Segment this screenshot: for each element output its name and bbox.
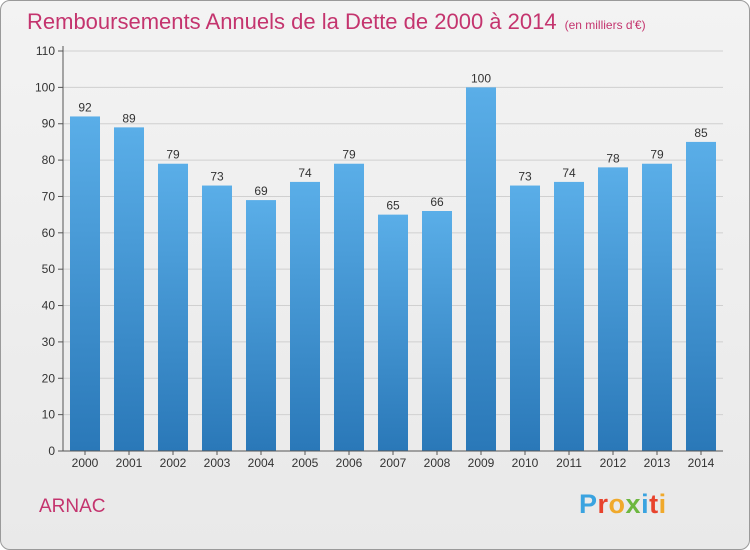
logo-letter: P (579, 489, 598, 519)
x-tick-label: 2003 (204, 456, 231, 470)
commune-name: ARNAC (39, 496, 106, 517)
bar-value-label: 69 (254, 184, 268, 198)
x-tick-label: 2009 (468, 456, 495, 470)
x-tick-label: 2011 (556, 456, 582, 470)
logo-letter: x (625, 489, 642, 519)
bar (554, 181, 584, 451)
bar (70, 116, 100, 452)
logo-letter: r (597, 489, 609, 519)
bar (510, 185, 540, 451)
bar-value-label: 79 (342, 148, 356, 162)
bar-value-label: 92 (78, 100, 92, 114)
y-tick-label: 90 (42, 117, 56, 131)
bar-value-label: 73 (518, 170, 532, 184)
y-tick-label: 70 (42, 189, 56, 203)
bar (422, 211, 452, 451)
y-tick-label: 80 (42, 153, 56, 167)
x-tick-label: 2010 (512, 456, 539, 470)
y-tick-label: 30 (42, 335, 56, 349)
bar (114, 127, 144, 451)
x-tick-label: 2013 (644, 456, 671, 470)
bar (686, 141, 716, 451)
x-tick-label: 2002 (160, 456, 187, 470)
y-tick-label: 0 (48, 444, 55, 458)
logo-letter: i (641, 489, 650, 519)
bar (334, 163, 364, 451)
x-tick-label: 2004 (248, 456, 275, 470)
unit-note: (en milliers d'€) (564, 18, 646, 32)
x-tick-label: 2001 (116, 456, 143, 470)
x-tick-label: 2008 (424, 456, 451, 470)
bar (246, 200, 276, 451)
x-tick-label: 2012 (600, 456, 627, 470)
x-tick-label: 2000 (72, 456, 99, 470)
y-tick-label: 110 (36, 44, 55, 58)
bar-value-label: 78 (606, 151, 620, 165)
bar (158, 163, 188, 451)
logo-letter: o (608, 489, 626, 519)
bar-value-label: 66 (430, 195, 444, 209)
bar-value-label: 65 (386, 199, 400, 213)
chart-title: Remboursements Annuels de la Dette de 20… (27, 9, 646, 35)
y-tick-label: 20 (42, 371, 56, 385)
axes (58, 46, 723, 455)
bar-value-label: 79 (650, 148, 664, 162)
bar-value-label: 74 (562, 166, 576, 180)
bar-value-label: 73 (210, 170, 224, 184)
y-tick-label: 60 (42, 226, 56, 240)
bar (202, 185, 232, 451)
bar-value-label: 100 (471, 71, 491, 85)
bar (290, 181, 320, 451)
bar (642, 163, 672, 451)
y-tick-label: 10 (42, 408, 56, 422)
bar-value-label: 79 (166, 148, 180, 162)
y-tick-label: 40 (42, 299, 56, 313)
chart-title-text: Remboursements Annuels de la Dette de 20… (27, 9, 557, 34)
bars (70, 87, 716, 452)
proxiti-logo: Proxiti (579, 489, 667, 520)
x-tick-label: 2014 (688, 456, 715, 470)
bar (466, 87, 496, 451)
bar (378, 214, 408, 451)
bar-value-label: 89 (122, 111, 136, 125)
logo-letter: t (649, 489, 659, 519)
bar (598, 167, 628, 451)
bar-value-label: 85 (694, 126, 708, 140)
bar-value-label: 74 (298, 166, 312, 180)
x-tick-label: 2005 (292, 456, 319, 470)
logo-letter: i (658, 489, 667, 519)
x-tick-label: 2007 (380, 456, 407, 470)
y-tick-label: 50 (42, 262, 56, 276)
labels: 0 10 20 30 40 50 60 70 80 90 100 110 92 2000 89 2001 79 2… (35, 44, 715, 470)
x-tick-label: 2006 (336, 456, 363, 470)
y-tick-label: 100 (35, 80, 55, 94)
